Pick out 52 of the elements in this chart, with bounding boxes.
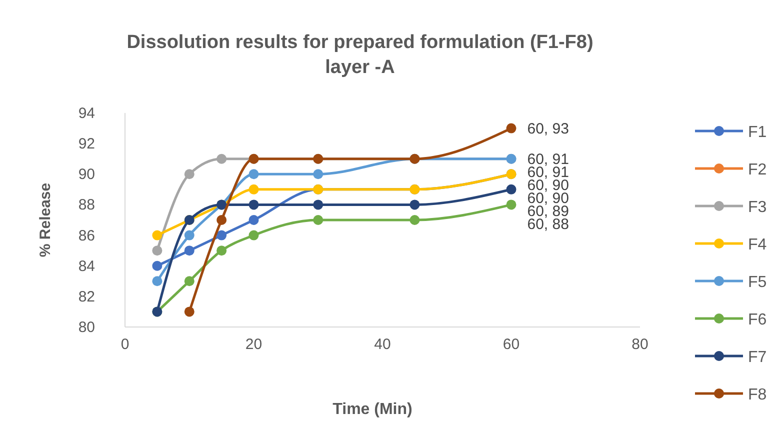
point [216, 246, 227, 256]
point [184, 230, 194, 240]
point [152, 276, 162, 286]
point [313, 169, 324, 180]
point [248, 184, 259, 194]
point [216, 230, 227, 240]
point [410, 200, 420, 210]
legend-label: F6 [748, 312, 767, 328]
point [506, 200, 516, 210]
point [152, 246, 162, 256]
point [152, 260, 162, 271]
data-label: 60, 93 [527, 120, 569, 138]
point [152, 230, 162, 240]
point [248, 215, 259, 225]
point [506, 184, 516, 194]
legend-label: F4 [748, 236, 767, 254]
point [184, 246, 194, 256]
point [184, 306, 194, 317]
point [410, 215, 420, 225]
x-tick-label: 80 [632, 336, 648, 353]
legend-label: F7 [748, 349, 767, 366]
legend-label: F2 [748, 162, 767, 178]
point [248, 169, 259, 180]
point [184, 276, 194, 286]
legend-label: F5 [748, 274, 767, 291]
x-tick-label: 60 [502, 336, 520, 353]
y-tick-label: 88 [78, 196, 95, 214]
point [313, 215, 324, 225]
y-tick-label: 84 [78, 258, 95, 275]
point [506, 123, 516, 134]
legend-label: F1 [748, 124, 767, 141]
legend-label: F8 [748, 386, 767, 404]
legend-label: F3 [748, 199, 767, 216]
point [313, 200, 324, 210]
point [216, 154, 227, 164]
y-axis-title: % Release [37, 182, 54, 258]
x-tick-label: 40 [374, 336, 391, 353]
point [248, 230, 259, 240]
y-tick-label: 94 [78, 105, 95, 122]
y-tick-label: 82 [78, 288, 95, 306]
x-axis-title: Time (Min) [332, 401, 412, 418]
point [184, 169, 194, 180]
point [248, 200, 259, 210]
y-tick-label: 90 [78, 166, 95, 184]
y-tick-label: 80 [78, 319, 95, 336]
y-tick-label: 92 [78, 136, 95, 153]
y-tick-label: 86 [78, 227, 95, 244]
point [216, 215, 227, 225]
chart-title: Dissolution results for prepared formulation (F1-F8) layer -A [126, 32, 594, 78]
x-tick-label: 0 [120, 336, 130, 353]
data-label: 60, 91 [527, 150, 569, 168]
x-tick-label: 20 [245, 336, 262, 353]
